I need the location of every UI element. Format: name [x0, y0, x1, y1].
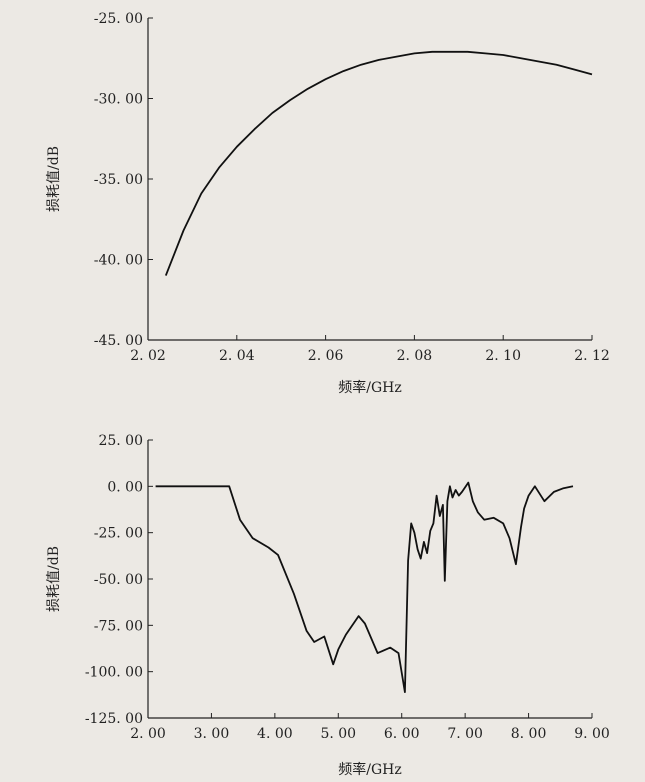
y-axis-title: 损耗值/dB	[46, 146, 62, 212]
x-tick-label: 2. 00	[130, 726, 166, 742]
x-tick-label: 8. 00	[511, 726, 547, 742]
chart-bottom: 2. 00 3. 00 4. 00 5. 00 6. 00 7. 00 8. 00 9. 00…	[46, 433, 610, 778]
x-tick-label: 2. 02	[130, 348, 166, 364]
y-tick-label: 25. 00	[98, 433, 143, 449]
y-tick-label: -125. 00	[85, 711, 143, 727]
y-tick-label: -35. 00	[94, 172, 143, 188]
x-axis-title: 频率/GHz	[338, 379, 402, 396]
series-line	[164, 50, 593, 276]
x-tick-label: 5. 00	[320, 726, 356, 742]
y-tick-label: -50. 00	[94, 572, 143, 588]
x-tick-label: 6. 00	[384, 726, 420, 742]
series-line	[155, 481, 574, 693]
x-tick-label: 4. 00	[257, 726, 293, 742]
x-tick-label: 2. 04	[219, 348, 255, 364]
y-tick-label: -25. 00	[94, 11, 143, 27]
x-axis-title: 频率/GHz	[338, 761, 402, 778]
x-tick-label: 2. 06	[308, 348, 344, 364]
y-tick-label: -100. 00	[85, 665, 143, 681]
x-tick-label: 2. 10	[485, 348, 521, 364]
y-tick-label: -40. 00	[94, 253, 143, 269]
x-tick-label: 2. 08	[397, 348, 433, 364]
x-tick-label: 9. 00	[574, 726, 610, 742]
x-tick-label: 2. 12	[574, 348, 610, 364]
y-tick-label: -25. 00	[94, 526, 143, 542]
y-tick-label: -30. 00	[94, 92, 143, 108]
y-tick-label: -75. 00	[94, 618, 143, 634]
chart-top: 2. 02 2. 04 2. 06 2. 08 2. 10 2. 12 -25. 00 -30…	[46, 11, 610, 396]
y-axis-title: 损耗值/dB	[46, 546, 62, 612]
y-tick-label: -45. 00	[94, 333, 143, 349]
x-tick-label: 7. 00	[447, 726, 483, 742]
x-tick-label: 3. 00	[194, 726, 230, 742]
y-tick-label: 0. 00	[107, 479, 143, 495]
